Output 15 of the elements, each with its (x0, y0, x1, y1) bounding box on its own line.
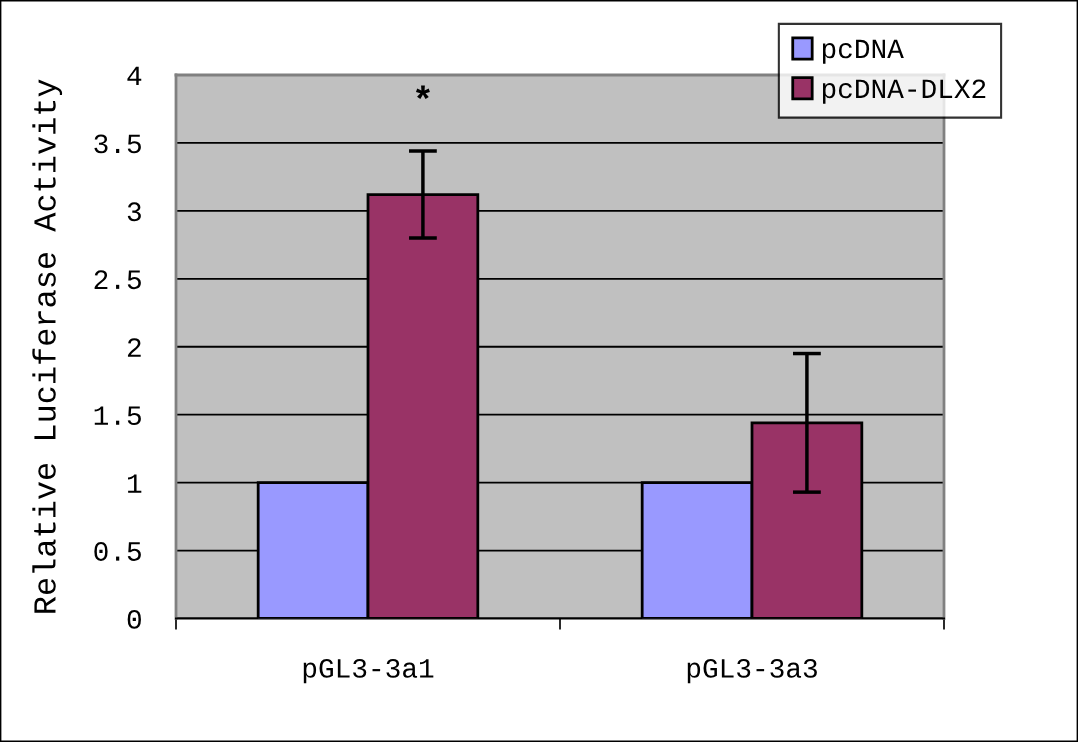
legend-label: pcDNA-DLX2 (822, 79, 986, 104)
y-tick-label: 2 (127, 338, 141, 357)
y-tick-label: 3 (127, 202, 141, 222)
y-axis-title: Relative Luciferase Activity (32, 79, 63, 613)
x-tick-label: pGL3-3a3 (687, 658, 817, 684)
legend-label: pcDNA (822, 39, 904, 64)
y-tick-label: 2.5 (94, 270, 141, 290)
x-tick-label: pGL3-3a1 (303, 658, 434, 684)
y-tick-label: 3.5 (94, 134, 141, 154)
y-tick-label: 0.5 (94, 542, 141, 561)
y-tick-label: 4 (127, 66, 142, 86)
y-tick-label: 1 (128, 474, 142, 493)
annotation: * (415, 85, 430, 100)
y-tick-label: 0 (127, 609, 141, 629)
y-tick-label: 1.5 (94, 406, 141, 426)
